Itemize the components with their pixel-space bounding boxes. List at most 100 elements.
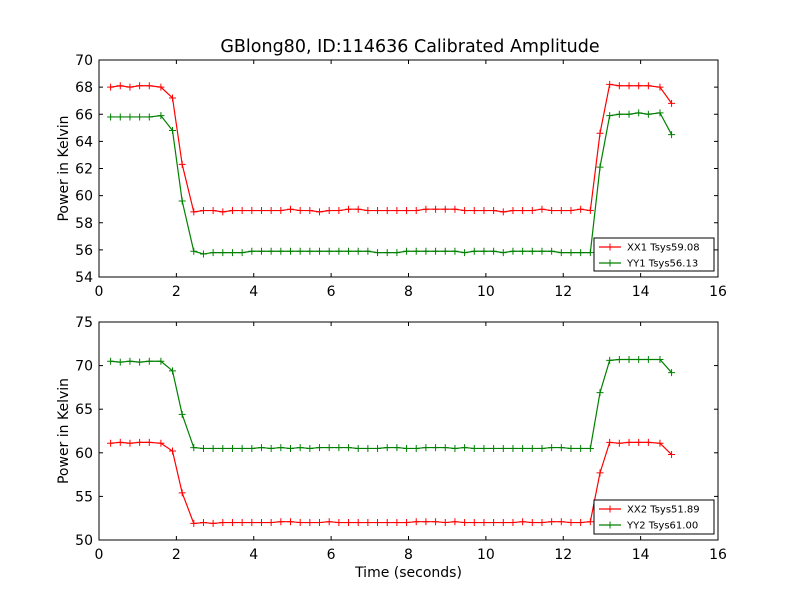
data-point — [422, 205, 430, 213]
data-point — [635, 438, 643, 446]
data-point — [656, 355, 664, 363]
data-point — [219, 519, 227, 527]
legend-label: XX2 Tsys51.89 — [627, 505, 700, 516]
data-point — [586, 249, 594, 257]
data-point — [577, 444, 585, 452]
data-point — [267, 444, 275, 452]
y-axis-label: Power in Kelvin — [56, 378, 72, 484]
data-point — [190, 444, 198, 452]
data-point — [199, 519, 207, 527]
data-point — [557, 249, 565, 257]
data-point — [586, 444, 594, 452]
data-point — [335, 247, 343, 255]
data-point — [374, 444, 382, 452]
data-point — [606, 80, 614, 88]
data-point — [403, 444, 411, 452]
y-tick-label: 70 — [75, 359, 93, 375]
data-point — [107, 83, 115, 91]
data-point — [190, 208, 198, 216]
data-point — [335, 444, 343, 452]
data-point — [383, 519, 391, 527]
data-point — [169, 127, 177, 135]
data-point — [538, 444, 546, 452]
data-point — [228, 249, 236, 257]
data-point — [296, 519, 304, 527]
data-point — [364, 247, 372, 255]
data-point — [116, 82, 124, 90]
data-point — [451, 444, 459, 452]
data-point — [538, 247, 546, 255]
data-point — [567, 207, 575, 215]
data-point — [403, 207, 411, 215]
data-point — [432, 205, 440, 213]
data-point — [325, 518, 333, 526]
data-point — [519, 247, 527, 255]
data-point — [374, 207, 382, 215]
data-point — [567, 249, 575, 257]
data-point — [287, 518, 295, 526]
data-point — [461, 207, 469, 215]
data-point — [296, 444, 304, 452]
data-point — [157, 83, 165, 91]
data-point — [625, 438, 633, 446]
x-tick-label: 8 — [404, 284, 413, 300]
data-point — [490, 444, 498, 452]
data-point — [519, 207, 527, 215]
data-point — [635, 355, 643, 363]
data-point — [606, 438, 614, 446]
data-point — [509, 519, 517, 527]
data-point — [567, 444, 575, 452]
data-point — [107, 439, 115, 447]
data-point — [345, 205, 353, 213]
data-point — [136, 113, 144, 121]
series-line-2-1 — [110, 441, 672, 525]
data-point — [625, 355, 633, 363]
y-tick-label: 55 — [75, 489, 93, 505]
data-point — [499, 519, 507, 527]
legend-label: YY1 Tsys56.13 — [626, 259, 698, 270]
data-point — [499, 444, 507, 452]
data-point — [178, 410, 186, 418]
data-point — [190, 247, 198, 255]
data-point — [490, 207, 498, 215]
x-tick-label: 8 — [404, 547, 413, 563]
data-point — [441, 519, 449, 527]
data-point — [470, 519, 478, 527]
x-tick-label: 4 — [249, 547, 258, 563]
data-point — [461, 519, 469, 527]
data-point — [644, 355, 652, 363]
data-point — [136, 82, 144, 90]
data-point — [586, 207, 594, 215]
y-tick-label: 70 — [75, 53, 93, 69]
data-point — [306, 519, 314, 527]
data-point — [422, 444, 430, 452]
x-tick-label: 14 — [632, 284, 650, 300]
data-point — [169, 94, 177, 102]
data-point — [586, 518, 594, 526]
data-point — [169, 367, 177, 375]
data-point — [126, 439, 134, 447]
data-point — [615, 355, 623, 363]
data-point — [190, 519, 198, 527]
data-point — [335, 207, 343, 215]
data-point — [519, 518, 527, 526]
data-point — [219, 249, 227, 257]
y-tick-label: 54 — [75, 270, 93, 286]
data-point — [345, 247, 353, 255]
data-point — [441, 444, 449, 452]
data-point — [126, 113, 134, 121]
data-point — [432, 444, 440, 452]
data-point — [335, 519, 343, 527]
data-point — [480, 519, 488, 527]
data-point — [296, 247, 304, 255]
series-line-2-2 — [110, 358, 673, 450]
legend-box — [593, 499, 715, 535]
data-point — [668, 99, 676, 107]
data-point — [199, 250, 207, 258]
data-point — [412, 518, 420, 526]
data-point — [238, 519, 246, 527]
data-point — [509, 247, 517, 255]
data-point — [528, 247, 536, 255]
data-point — [209, 519, 217, 527]
data-point — [577, 519, 585, 527]
